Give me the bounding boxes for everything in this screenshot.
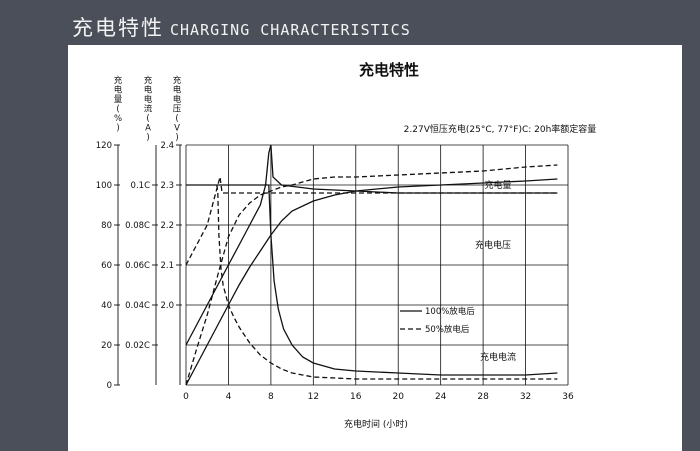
y-tick-label-soc: 20 bbox=[101, 341, 112, 351]
page-heading: 充电特性 CHARGING CHARACTERISTICS bbox=[72, 12, 411, 42]
y-tick-label-current: 0.04C bbox=[125, 301, 150, 311]
series-line-5 bbox=[216, 184, 558, 380]
y-tick-label-voltage: 2.1 bbox=[160, 261, 174, 271]
y-axis-label-soc: 充电量(%) bbox=[114, 75, 123, 134]
legend: 100%放电后 50%放电后 bbox=[400, 306, 475, 335]
x-tick-label: 20 bbox=[392, 392, 404, 402]
curve-label: 充电电流 bbox=[480, 351, 516, 363]
y-tick-label-current: 0.02C bbox=[125, 341, 150, 351]
y-tick-label-current: 0.06C bbox=[125, 261, 150, 271]
series-line-4 bbox=[186, 184, 558, 376]
chart-subtitle: 2.27V恒压充电(25°C, 77°F)C: 20h率额定容量 bbox=[404, 123, 597, 135]
legend-label: 50%放电后 bbox=[425, 324, 470, 335]
series-line-0 bbox=[185, 178, 558, 386]
x-tick-label: 16 bbox=[350, 392, 362, 402]
y-tick-label-voltage: 2.0 bbox=[160, 301, 174, 311]
page-heading-zh: 充电特性 bbox=[72, 16, 164, 40]
x-tick-label: 12 bbox=[308, 392, 319, 402]
y-tick-label-soc: 80 bbox=[101, 221, 112, 231]
y-tick-label-voltage: 2.3 bbox=[160, 181, 174, 191]
y-tick-label-soc: 40 bbox=[101, 301, 112, 311]
y-tick-label-voltage: 2.4 bbox=[160, 141, 174, 151]
curve-label: 充电量 bbox=[484, 179, 511, 191]
chart-panel: 充电特性 2.27V恒压充电(25°C, 77°F)C: 20h率额定容量 充电… bbox=[68, 45, 682, 451]
y-tick-label-current: 0.1C bbox=[131, 181, 151, 191]
chart-title: 充电特性 bbox=[359, 61, 419, 79]
charging-chart: 充电特性 2.27V恒压充电(25°C, 77°F)C: 20h率额定容量 充电… bbox=[96, 61, 597, 430]
y-tick-label-soc: 0 bbox=[107, 381, 112, 391]
x-tick-label: 28 bbox=[477, 392, 489, 402]
y-axis-label-current: 充电电流(A) bbox=[144, 75, 153, 143]
plot-grid bbox=[185, 144, 569, 386]
legend-label: 100%放电后 bbox=[425, 306, 475, 317]
x-tick-label: 24 bbox=[435, 392, 447, 402]
x-tick-label: 4 bbox=[226, 392, 232, 402]
y-tick-label-current: 0.08C bbox=[125, 221, 150, 231]
x-tick-label: 8 bbox=[268, 392, 274, 402]
y-tick-label-soc: 120 bbox=[96, 141, 112, 151]
x-tick-label: 32 bbox=[520, 392, 531, 402]
series-line-1 bbox=[185, 164, 558, 386]
x-tick-label: 36 bbox=[562, 392, 574, 402]
x-tick-label: 0 bbox=[183, 392, 189, 402]
y-tick-label-soc: 60 bbox=[101, 261, 112, 271]
curve-label: 充电电压 bbox=[475, 239, 511, 251]
page-heading-en: CHARGING CHARACTERISTICS bbox=[170, 21, 411, 39]
x-axis-label: 充电时间 (小时) bbox=[344, 418, 408, 430]
y-tick-label-soc: 100 bbox=[96, 181, 112, 191]
y-axis-label-voltage: 充电电压(V) bbox=[173, 75, 182, 143]
y-tick-label-voltage: 2.2 bbox=[160, 221, 174, 231]
series-layer bbox=[185, 144, 558, 386]
series-line-3 bbox=[185, 176, 558, 266]
